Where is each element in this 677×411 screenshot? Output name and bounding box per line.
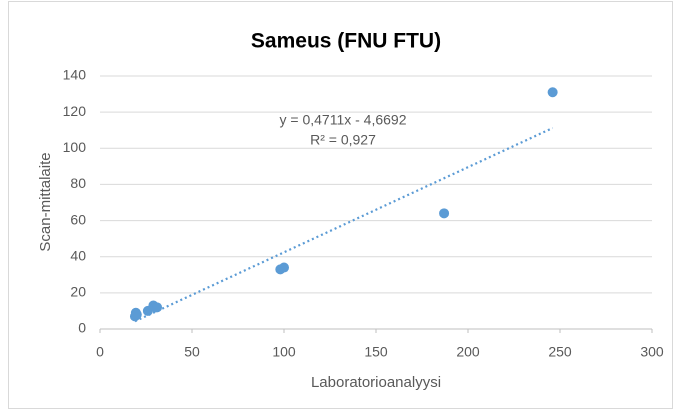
x-tick-label: 300 <box>640 344 664 360</box>
x-axis-label: Laboratorioanalyysi <box>311 374 441 391</box>
trendline-r2: R² = 0,927 <box>310 132 376 148</box>
data-point <box>547 87 558 98</box>
y-tick-label: 0 <box>78 320 86 336</box>
y-tick-label: 20 <box>70 284 86 300</box>
trendline-equation: y = 0,4711x - 4,6692 <box>280 112 407 128</box>
x-tick-label: 200 <box>456 344 480 360</box>
x-tick-label: 0 <box>96 344 104 360</box>
y-tick-label: 40 <box>70 247 86 263</box>
y-axis-label: Scan-mittalaite <box>37 152 54 251</box>
data-point <box>279 262 289 273</box>
y-tick-label: 120 <box>63 103 87 119</box>
x-tick-label: 50 <box>184 344 200 360</box>
x-tick-label: 150 <box>364 344 388 360</box>
y-tick-label: 140 <box>63 67 87 83</box>
y-tick-label: 80 <box>70 175 86 191</box>
data-point <box>131 309 142 320</box>
y-tick-label: 60 <box>70 211 86 227</box>
data-point <box>439 208 450 219</box>
y-tick-label: 100 <box>63 139 87 155</box>
chart-title: Sameus (FNU FTU) <box>251 30 441 53</box>
x-tick-label: 250 <box>548 344 572 360</box>
trendline <box>134 127 554 323</box>
chart-border <box>8 1 673 409</box>
data-point <box>152 302 163 313</box>
x-tick-label: 100 <box>272 344 296 360</box>
